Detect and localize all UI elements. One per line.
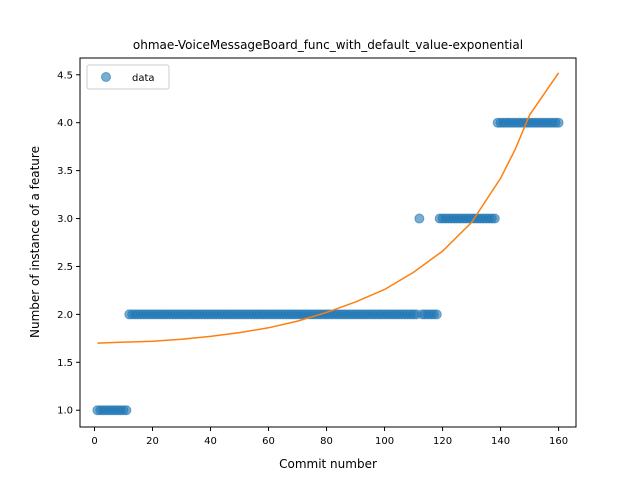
plot-area — [92, 72, 564, 416]
y-tick-label: 4.5 — [57, 70, 73, 81]
data-point — [553, 117, 564, 128]
data-point — [489, 213, 500, 224]
y-tick-label: 3.0 — [57, 214, 73, 225]
legend-box — [86, 64, 170, 90]
fit-curve — [97, 72, 560, 344]
y-axis: 1.0 1.5 2.0 2.5 3.0 3.5 4.0 4.5 — [57, 70, 80, 417]
x-tick-label: 60 — [262, 436, 275, 447]
x-tick-label: 140 — [491, 436, 510, 447]
x-tick-label: 20 — [146, 436, 159, 447]
data-point — [121, 405, 132, 416]
x-tick-label: 80 — [320, 436, 333, 447]
data-point — [414, 213, 425, 224]
y-tick-label: 1.5 — [57, 358, 73, 369]
x-tick-label: 160 — [549, 436, 568, 447]
y-axis-label: Number of instance of a feature — [28, 146, 42, 338]
legend: data — [86, 64, 170, 90]
data-point — [431, 309, 442, 320]
legend-marker-data — [101, 72, 111, 82]
chart-title: ohmae-VoiceMessageBoard_func_with_defaul… — [133, 38, 523, 52]
x-tick-label: 100 — [375, 436, 394, 447]
x-tick-label: 120 — [433, 436, 452, 447]
x-axis: 0 20 40 60 80 100 120 140 160 — [91, 427, 568, 447]
plot-frame — [79, 57, 577, 428]
legend-label-data: data — [132, 73, 155, 84]
y-tick-label: 2.0 — [57, 310, 73, 321]
x-axis-label: Commit number — [279, 457, 377, 471]
y-tick-label: 4.0 — [57, 118, 73, 129]
y-tick-label: 2.5 — [57, 262, 73, 273]
y-tick-label: 3.5 — [57, 166, 73, 177]
x-tick-label: 40 — [204, 436, 217, 447]
x-tick-label: 0 — [91, 436, 97, 447]
y-tick-label: 1.0 — [57, 406, 73, 417]
